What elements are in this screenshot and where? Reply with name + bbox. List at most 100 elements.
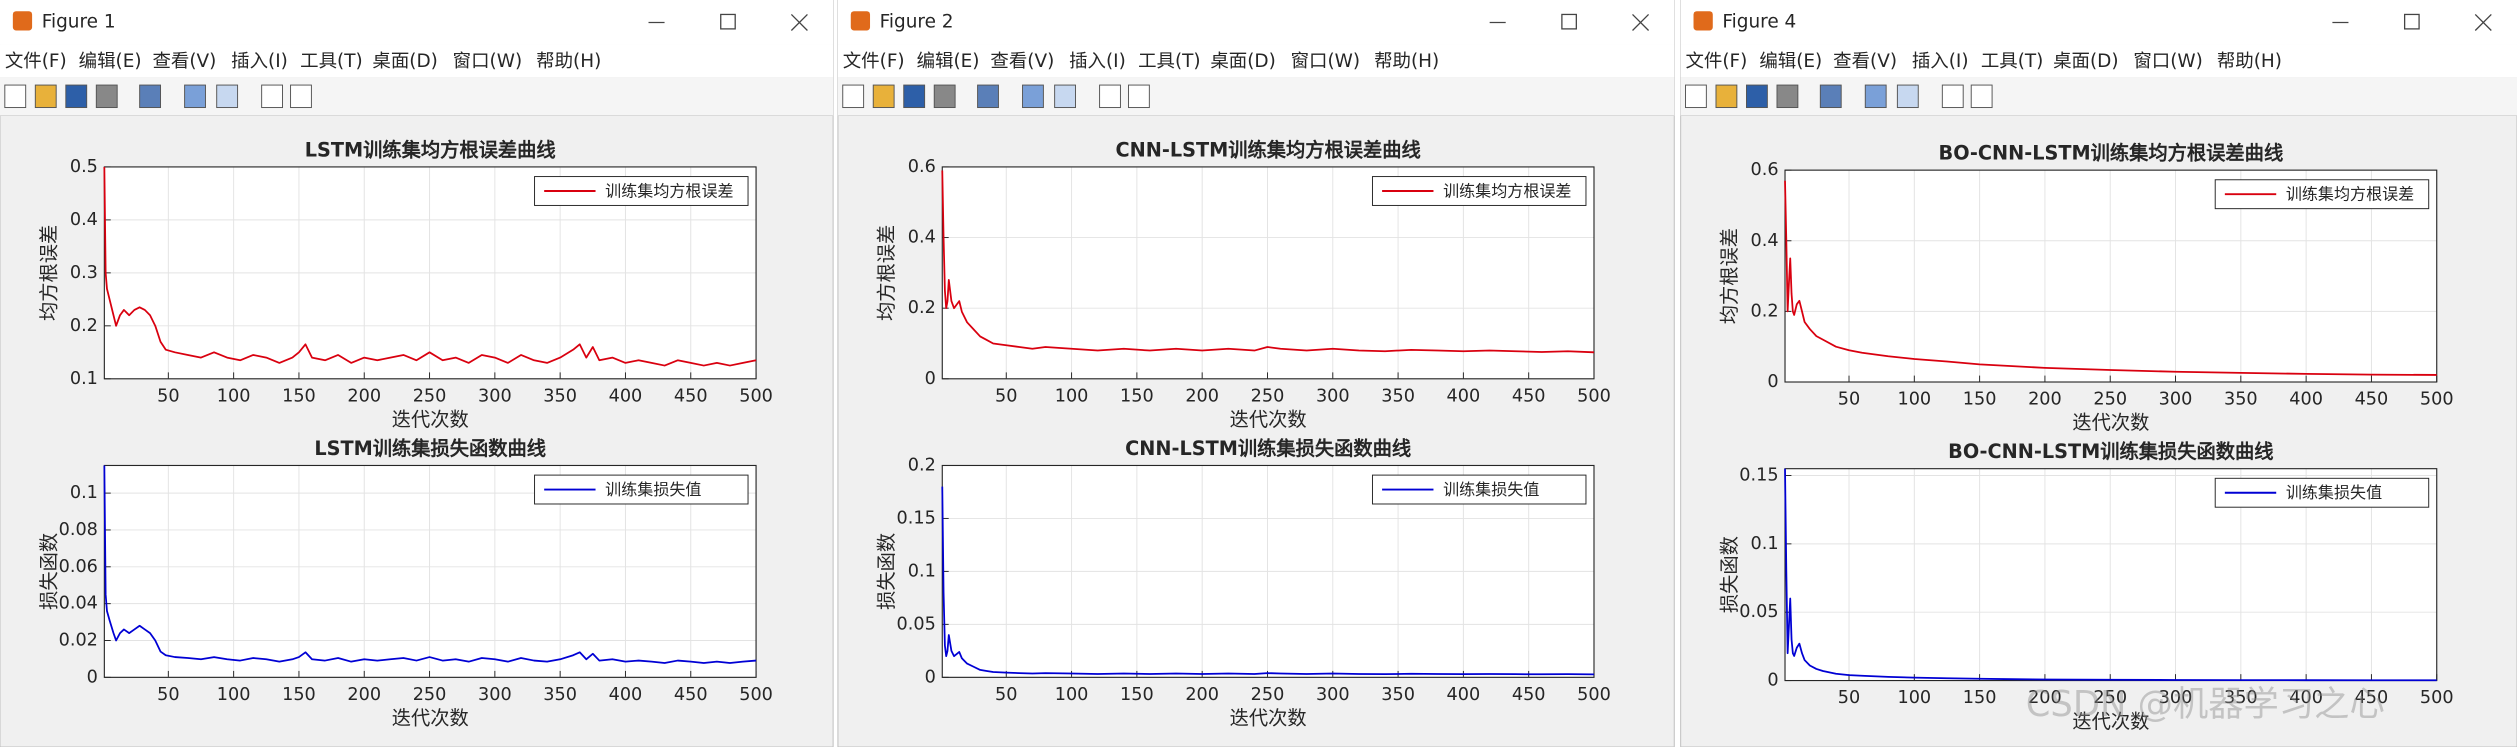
toolbar-button[interactable] xyxy=(34,84,57,109)
toolbar-button[interactable] xyxy=(1715,84,1738,109)
toolbar-button[interactable] xyxy=(1099,84,1121,109)
menu-item[interactable]: 查看(V) xyxy=(152,51,216,72)
x-tick-label: 50 xyxy=(157,386,179,406)
maximize-button[interactable] xyxy=(1561,13,1577,30)
toolbar-button[interactable] xyxy=(1864,84,1887,109)
toolbar-button[interactable] xyxy=(933,84,956,109)
toolbar-button[interactable] xyxy=(1746,84,1768,109)
menu-item[interactable]: 帮助(H) xyxy=(536,51,601,72)
title-bar xyxy=(837,0,1675,45)
toolbar-button[interactable] xyxy=(65,84,88,109)
y-tick-label: 0 xyxy=(925,369,936,389)
menu-item[interactable]: 插入(I) xyxy=(1912,51,1969,72)
toolbar-button[interactable] xyxy=(872,84,895,109)
x-axis-label: 迭代次数 xyxy=(1230,408,1307,431)
legend-label: 训练集均方根误差 xyxy=(605,181,733,200)
x-tick-label: 200 xyxy=(1185,386,1219,406)
menu-item[interactable]: 窗口(W) xyxy=(453,51,523,72)
x-axis-label: 迭代次数 xyxy=(2072,710,2149,733)
toolbar-button[interactable] xyxy=(1022,84,1044,109)
menu-item[interactable]: 编辑(E) xyxy=(79,51,142,72)
toolbar-button[interactable] xyxy=(184,84,206,109)
menu-bar xyxy=(0,44,834,78)
toolbar-button[interactable] xyxy=(95,84,118,109)
legend-label: 训练集均方根误差 xyxy=(2286,185,2414,204)
y-tick-label: 0.6 xyxy=(1751,160,1779,180)
x-tick-label: 400 xyxy=(609,386,643,406)
maximize-button[interactable] xyxy=(720,13,736,30)
close-button[interactable] xyxy=(2474,13,2492,31)
x-tick-label: 400 xyxy=(1447,685,1481,705)
y-axis-label: 损失函数 xyxy=(875,533,898,610)
menu-item[interactable]: 桌面(D) xyxy=(372,51,437,72)
menu-item[interactable]: 帮助(H) xyxy=(2217,51,2282,72)
menu-item[interactable]: 帮助(H) xyxy=(1374,51,1439,72)
menu-item[interactable]: 桌面(D) xyxy=(2053,51,2118,72)
toolbar-button[interactable] xyxy=(139,84,162,109)
y-tick-label: 0.4 xyxy=(908,228,936,248)
toolbar-button[interactable] xyxy=(261,84,284,109)
app-icon xyxy=(850,11,871,31)
y-tick-label: 0.06 xyxy=(59,557,98,577)
menu-item[interactable]: 文件(F) xyxy=(843,51,905,72)
y-tick-label: 0.2 xyxy=(908,298,936,318)
y-tick-label: 0.1 xyxy=(1751,534,1779,554)
x-tick-label: 300 xyxy=(1316,386,1350,406)
x-tick-label: 350 xyxy=(2224,390,2258,410)
x-tick-label: 100 xyxy=(217,685,251,705)
menu-item[interactable]: 插入(I) xyxy=(1069,51,1126,72)
toolbar-button[interactable] xyxy=(216,84,239,109)
x-tick-label: 450 xyxy=(1512,685,1546,705)
chart-title: CNN-LSTM训练集均方根误差曲线 xyxy=(1115,138,1420,161)
menu-item[interactable]: 工具(T) xyxy=(300,51,363,72)
menu-item[interactable]: 查看(V) xyxy=(990,51,1054,72)
menu-bar xyxy=(837,44,1675,78)
toolbar-button[interactable] xyxy=(1970,84,1993,109)
menu-item[interactable]: 查看(V) xyxy=(1833,51,1897,72)
menu-item[interactable]: 文件(F) xyxy=(1685,51,1747,72)
x-tick-label: 50 xyxy=(1838,688,1860,708)
menu-item[interactable]: 桌面(D) xyxy=(1210,51,1275,72)
close-button[interactable] xyxy=(790,13,808,31)
x-tick-label: 300 xyxy=(2159,688,2193,708)
menu-item[interactable]: 插入(I) xyxy=(231,51,288,72)
menu-item[interactable]: 窗口(W) xyxy=(1291,51,1361,72)
window-title: Figure 1 xyxy=(42,11,116,32)
x-tick-label: 300 xyxy=(1316,685,1350,705)
menu-item[interactable]: 文件(F) xyxy=(5,51,67,72)
toolbar xyxy=(0,77,834,116)
toolbar-button[interactable] xyxy=(4,84,27,109)
x-tick-label: 50 xyxy=(157,685,179,705)
menu-item[interactable]: 工具(T) xyxy=(1981,51,2044,72)
x-tick-label: 200 xyxy=(347,386,381,406)
chart-title: CNN-LSTM训练集损失函数曲线 xyxy=(1125,437,1411,460)
toolbar-button[interactable] xyxy=(1896,84,1919,109)
menu-item[interactable]: 编辑(E) xyxy=(1759,51,1822,72)
line xyxy=(103,166,757,367)
toolbar-button[interactable] xyxy=(290,84,312,109)
y-axis-label: 均方根误差 xyxy=(37,225,60,321)
maximize-button[interactable] xyxy=(2403,13,2420,30)
toolbar-button[interactable] xyxy=(1685,84,1707,109)
menu-item[interactable]: 窗口(W) xyxy=(2133,51,2203,72)
x-tick-label: 450 xyxy=(674,386,708,406)
menu-item[interactable]: 工具(T) xyxy=(1138,51,1201,72)
toolbar-button[interactable] xyxy=(1054,84,1076,109)
x-tick-label: 350 xyxy=(1381,386,1415,406)
toolbar-button[interactable] xyxy=(1819,84,1842,109)
legend-label: 训练集均方根误差 xyxy=(1443,181,1571,200)
toolbar-button[interactable] xyxy=(842,84,865,109)
x-tick-label: 350 xyxy=(1381,685,1415,705)
menu-item[interactable]: 编辑(E) xyxy=(917,51,980,72)
axes-box xyxy=(941,464,1595,678)
toolbar-button[interactable] xyxy=(1776,84,1799,109)
close-button[interactable] xyxy=(1632,13,1650,31)
x-tick-label: 500 xyxy=(2420,688,2454,708)
x-tick-label: 400 xyxy=(2289,688,2323,708)
toolbar-button[interactable] xyxy=(1941,84,1964,109)
toolbar-button[interactable] xyxy=(1127,84,1150,109)
toolbar-button[interactable] xyxy=(977,84,999,109)
toolbar-button[interactable] xyxy=(903,84,926,109)
line xyxy=(941,486,1595,676)
chart-title: LSTM训练集均方根误差曲线 xyxy=(305,138,556,161)
